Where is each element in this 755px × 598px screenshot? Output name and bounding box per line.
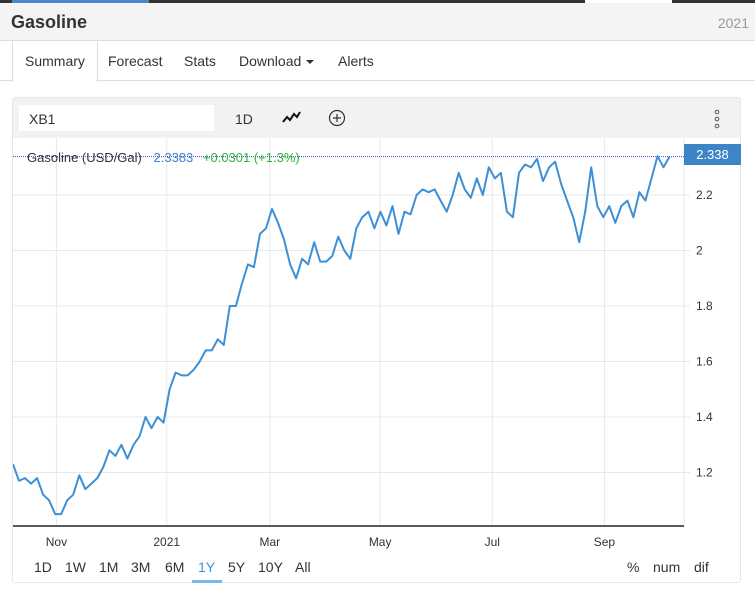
range-selector: 1D 1W 1M 3M 6M 1Y 5Y 10Y All % num dif xyxy=(13,558,740,583)
chart-legend: Gasoline (USD/Gal) 2.3383 +0.0301 (+1.3%… xyxy=(27,150,300,165)
x-tick-label: Nov xyxy=(46,535,67,549)
interval-button[interactable]: 1D xyxy=(235,111,253,127)
mode-num[interactable]: num xyxy=(653,559,681,575)
legend-price: 2.3383 xyxy=(153,150,194,165)
tab-bar: Summary Forecast Stats Download Alerts xyxy=(0,41,755,82)
page-header: Gasoline 2021 xyxy=(0,3,755,41)
range-1w[interactable]: 1W xyxy=(65,559,86,575)
tab-alerts[interactable]: Alerts xyxy=(338,53,374,69)
y-tick-label: 1.2 xyxy=(696,466,713,480)
range-3m[interactable]: 3M xyxy=(131,559,151,575)
tab-download-label: Download xyxy=(239,53,302,69)
tab-summary[interactable]: Summary xyxy=(12,41,98,82)
range-1y[interactable]: 1Y xyxy=(198,559,216,575)
x-tick-label: 2021 xyxy=(153,535,180,549)
x-tick-label: Jul xyxy=(485,535,500,549)
price-chart[interactable]: Nov 2021 Mar May Jul Sep 1.2 1.4 1.6 1.8 2 2.2 xyxy=(13,98,740,558)
line-chart-icon[interactable] xyxy=(281,109,301,128)
y-tick-label: 1.6 xyxy=(696,355,713,369)
y-tick-label: 2.2 xyxy=(696,188,713,202)
range-1m[interactable]: 1M xyxy=(99,559,119,575)
range-10y[interactable]: 10Y xyxy=(258,559,283,575)
legend-change: +0.0301 (+1.3%) xyxy=(202,150,300,165)
legend-name: Gasoline (USD/Gal) xyxy=(27,150,142,165)
chart-panel: XB1 1D Nov 2021 Mar May Jul Sep 1.2 1.4 1.6 1.8 2 2… xyxy=(12,97,741,583)
caret-down-icon xyxy=(306,60,315,65)
chart-toolbar: XB1 1D xyxy=(13,98,740,138)
range-6m[interactable]: 6M xyxy=(165,559,185,575)
x-tick-label: Mar xyxy=(259,535,280,549)
tab-stats[interactable]: Stats xyxy=(184,53,216,69)
range-1d[interactable]: 1D xyxy=(34,559,52,575)
range-all[interactable]: All xyxy=(295,559,311,575)
x-tick-label: Sep xyxy=(594,535,616,549)
tab-forecast[interactable]: Forecast xyxy=(108,53,163,69)
mode-percent[interactable]: % xyxy=(627,559,640,575)
plus-circle-icon[interactable] xyxy=(328,109,346,130)
symbol-input[interactable]: XB1 xyxy=(19,105,214,131)
year-label: 2021 xyxy=(717,15,749,31)
y-tick-label: 1.8 xyxy=(696,299,713,313)
last-price-tag: 2.338 xyxy=(684,144,741,165)
price-series-line xyxy=(13,155,671,516)
mode-dif[interactable]: dif xyxy=(694,559,709,575)
top-progress-bar xyxy=(0,0,755,3)
y-tick-label: 2 xyxy=(696,244,703,258)
vertical-dots-icon[interactable] xyxy=(713,109,721,132)
page-title: Gasoline xyxy=(11,12,88,32)
x-tick-label: May xyxy=(369,535,392,549)
tab-download[interactable]: Download xyxy=(239,53,315,69)
range-5y[interactable]: 5Y xyxy=(228,559,246,575)
y-tick-label: 1.4 xyxy=(696,410,713,424)
active-range-indicator xyxy=(192,580,222,583)
